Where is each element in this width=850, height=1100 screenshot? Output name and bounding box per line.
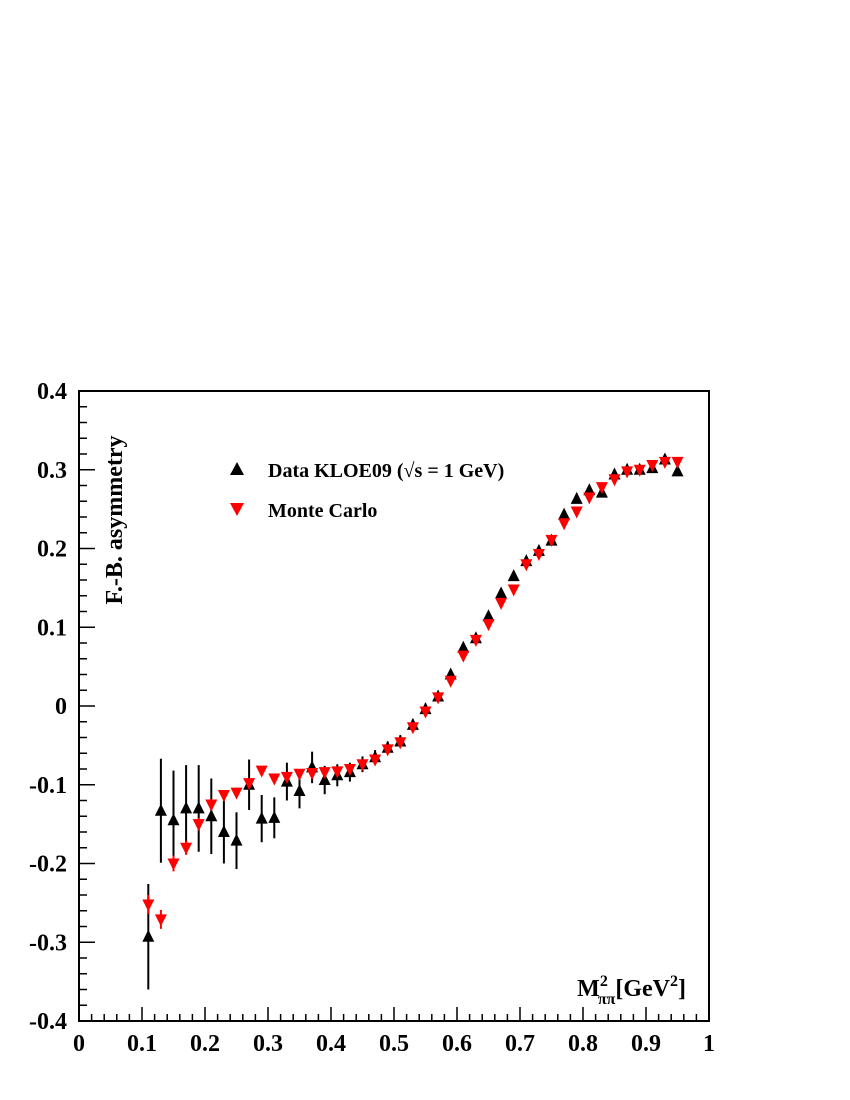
y-tick-label: -0.3	[29, 930, 67, 956]
data-point	[545, 534, 558, 547]
data-point	[142, 899, 155, 912]
data-point	[217, 789, 230, 802]
data-point	[205, 799, 218, 812]
x-tick-label: 1	[703, 1031, 715, 1057]
x-tick-label: 0.5	[379, 1031, 409, 1057]
x-tick-label: 0	[73, 1031, 85, 1057]
data-point	[268, 773, 281, 786]
data-point	[381, 744, 394, 757]
data-point	[205, 809, 218, 822]
legend: Data KLOE09 (√s = 1 GeV) Monte Carlo	[230, 460, 504, 522]
data-point	[255, 765, 268, 778]
x-tick-label: 0.9	[631, 1031, 661, 1057]
data-point	[167, 813, 180, 826]
x-tick-label: 0.3	[253, 1031, 283, 1057]
data-point	[520, 559, 533, 572]
data-point	[142, 929, 155, 942]
data-point	[457, 650, 470, 663]
data-point	[293, 784, 306, 797]
y-tick-label: 0.1	[37, 615, 67, 641]
y-axis-label: F.-B. asymmetry	[102, 435, 128, 604]
data-point	[570, 491, 583, 504]
x-tick-labels: 0 0.1 0.2 0.3 0.4 0.5 0.6 0.7 0.8 0.9 1	[73, 1031, 715, 1057]
y-tick-label: -0.2	[29, 852, 67, 878]
data-point	[356, 759, 369, 772]
data-point	[255, 811, 268, 824]
data-point	[343, 764, 356, 776]
data-point	[306, 767, 319, 780]
legend-marker-data	[230, 462, 244, 475]
data-point	[154, 914, 167, 927]
data-point	[268, 810, 281, 823]
x-tick-label: 0.6	[442, 1031, 472, 1057]
data-point	[243, 778, 256, 791]
data-point	[671, 464, 684, 477]
data-point	[331, 766, 344, 779]
x-axis-label: M2 ππ[GeV2]	[577, 973, 686, 1008]
y-tick-label: 0.2	[37, 537, 67, 563]
data-point	[558, 507, 571, 520]
data-point	[583, 492, 596, 505]
y-tick-label: -0.1	[29, 773, 67, 799]
legend-label-data: Data KLOE09 (√s = 1 GeV)	[268, 460, 504, 482]
data-point	[369, 754, 382, 767]
data-point	[671, 456, 684, 469]
data-point	[154, 803, 167, 816]
data-point	[495, 597, 508, 610]
data-point	[570, 506, 583, 519]
data-point	[482, 609, 495, 622]
data-point	[192, 819, 205, 832]
data-point	[192, 801, 205, 814]
data-point	[608, 474, 621, 487]
data-point	[444, 675, 457, 688]
data-point	[495, 586, 508, 599]
x-tick-label: 0.4	[316, 1031, 346, 1057]
data-point	[293, 768, 306, 781]
x-tick-label: 0.2	[190, 1031, 220, 1057]
data-point	[318, 767, 331, 780]
x-tick-label: 0.8	[568, 1031, 598, 1057]
data-point	[419, 706, 432, 719]
data-point	[180, 842, 193, 855]
data-point	[217, 825, 230, 837]
data-point	[406, 722, 419, 735]
y-tick-label: 0	[55, 694, 67, 720]
y-tick-label: -0.4	[29, 1009, 67, 1035]
data-point	[457, 640, 470, 653]
data-point	[558, 518, 571, 531]
data-point	[394, 737, 407, 750]
y-tick-labels: 0.4 0.3 0.2 0.1 0 -0.1 -0.2 -0.3 -0.4	[29, 379, 67, 1035]
axis-ticks	[78, 390, 710, 1022]
data-point	[583, 483, 596, 496]
data-point	[230, 833, 243, 846]
x-tick-label: 0.1	[127, 1031, 157, 1057]
data-point	[432, 692, 445, 705]
data-point	[633, 464, 646, 477]
data-point	[621, 466, 634, 479]
data-point	[532, 549, 545, 562]
data-point	[482, 619, 495, 632]
series-layer	[142, 452, 684, 990]
x-tick-label: 0.7	[505, 1031, 535, 1057]
data-point	[230, 787, 243, 800]
data-point	[280, 771, 293, 784]
series-triangle-up	[142, 452, 684, 990]
data-point	[658, 456, 671, 469]
data-point	[180, 801, 193, 814]
data-point	[167, 858, 180, 871]
data-point	[595, 482, 608, 495]
data-point	[507, 584, 520, 597]
y-tick-label: 0.3	[37, 458, 67, 484]
data-point	[507, 569, 520, 582]
legend-marker-mc	[230, 503, 244, 516]
data-point	[469, 634, 482, 647]
legend-label-mc: Monte Carlo	[268, 500, 377, 522]
data-point	[646, 460, 659, 473]
series-triangle-down	[142, 456, 684, 929]
y-tick-label: 0.4	[37, 379, 67, 405]
